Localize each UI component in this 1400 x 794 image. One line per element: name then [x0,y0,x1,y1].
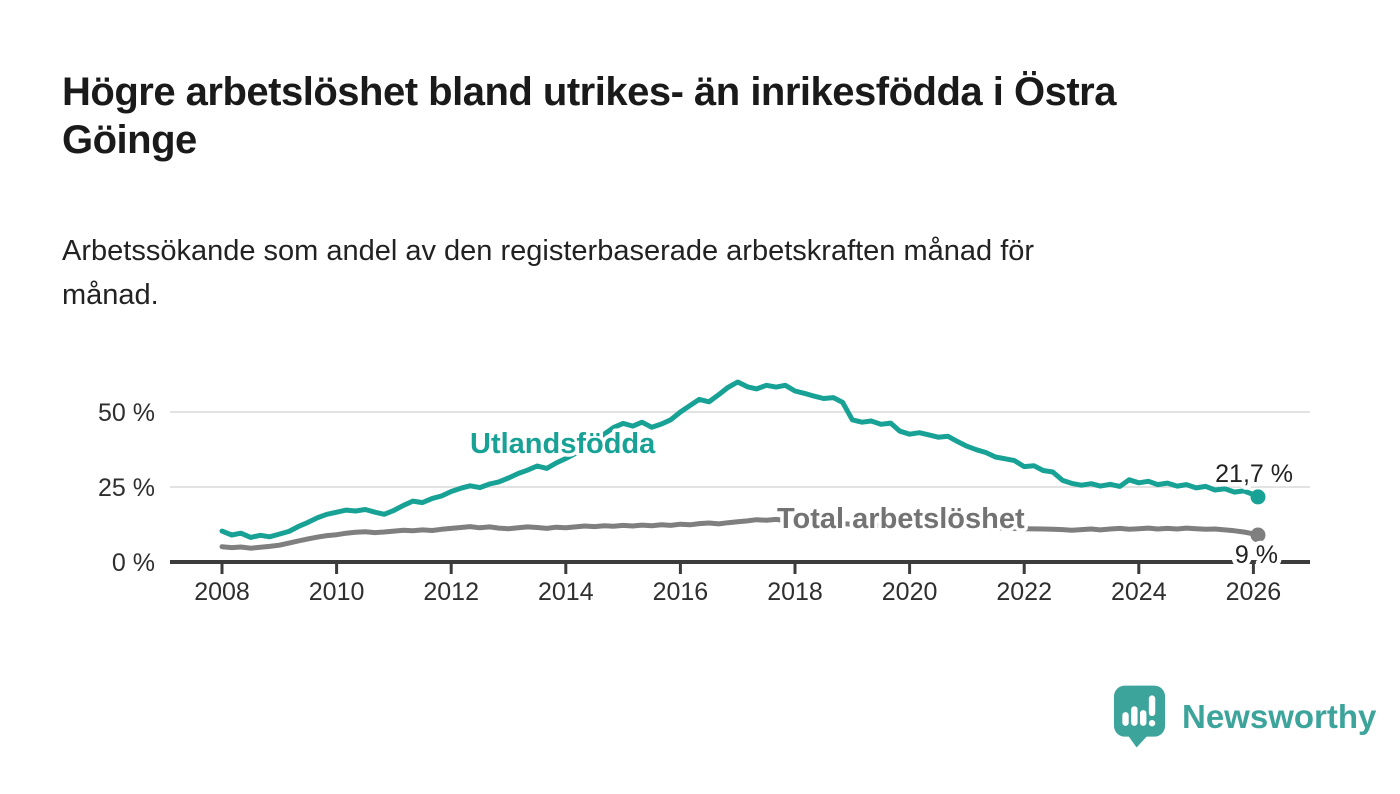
x-axis-tick-label: 2008 [194,578,250,606]
chart-series-lines [219,379,1266,551]
newsworthy-wordmark: Newsworthy [1182,698,1377,735]
series-line [219,379,1261,540]
x-axis-tick-label: 2026 [1226,578,1282,606]
page-title: Högre arbetslöshet bland utrikes- än inr… [62,70,1116,162]
series-end-dot [1250,527,1266,543]
end-value-label-utlandsfodda: 21,7 % [1215,460,1293,488]
x-axis-tick-label: 2022 [996,578,1052,606]
x-axis-tick-label: 2014 [538,578,594,606]
y-axis-tick-label: 50 % [98,399,155,427]
series-end-dot [1250,489,1266,505]
x-axis-tick-label: 2024 [1111,578,1167,606]
newsworthy-bubble-chart-icon [1113,685,1166,748]
series-label-utlandsfodda: Utlandsfödda [470,428,656,460]
x-axis-tick-label: 2020 [882,578,938,606]
end-value-label-total: 9 % [1235,541,1278,569]
x-axis-tick-label: 2010 [309,578,365,606]
y-axis-tick-label: 0 % [112,549,155,577]
newsworthy-logo: Newsworthy [1113,684,1376,750]
y-axis-tick-label: 25 % [98,474,155,502]
series-label-total-arbetsloshet: Total arbetslöshet [777,503,1025,535]
x-axis-tick-label: 2018 [767,578,823,606]
series-line [219,516,1261,551]
page-subtitle: Arbetssökande som andel av den registerb… [62,235,1035,311]
x-axis-tick-label: 2016 [653,578,709,606]
chart-grid-axes: 0 % 25 % 50 % 2008 2010 2012 2014 2016 2018 2020 2… [98,399,1310,606]
x-axis-tick-label: 2012 [423,578,479,606]
